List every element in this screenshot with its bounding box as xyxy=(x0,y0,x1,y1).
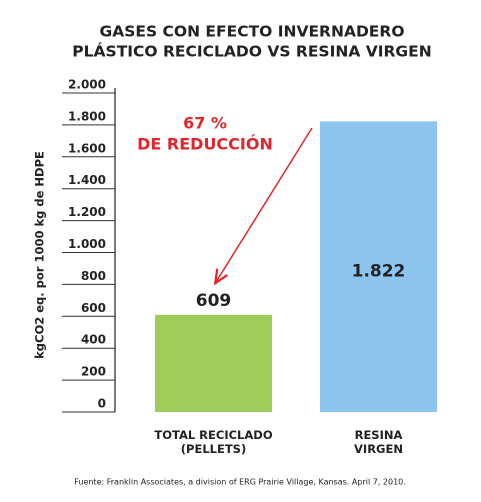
chart-title: PLÁSTICO RECICLADO VS RESINA VIRGEN xyxy=(72,42,431,61)
y-tick-label: 1.200 xyxy=(68,205,106,219)
x-tick-label: TOTAL RECICLADO (PELLETS) xyxy=(154,428,273,456)
y-tick-label: 2.000 xyxy=(68,78,106,92)
y-tick-label: 1.000 xyxy=(68,237,106,251)
y-tick-label: 1.600 xyxy=(68,141,106,155)
value-label: 1.822 xyxy=(352,261,406,281)
source: Fuente: Franklin Associates, a division … xyxy=(74,478,406,487)
x-tick-label: RESINA VIRGEN xyxy=(354,428,403,456)
bar xyxy=(320,121,437,413)
y-tick-label: 1.400 xyxy=(68,173,106,187)
annotation: 67 % xyxy=(183,114,227,133)
annotation: DE REDUCCIÓN xyxy=(137,135,273,154)
y-tick-label: 600 xyxy=(81,301,106,315)
y-tick-label: 400 xyxy=(81,333,106,347)
y-axis-label: kgCO2 eq. por 1000 kg de HDPE xyxy=(33,151,47,359)
arrow xyxy=(216,127,313,282)
bar xyxy=(155,314,272,412)
y-tick-label: 1.800 xyxy=(68,109,106,123)
y-tick-label: 800 xyxy=(81,269,106,283)
value-label: 609 xyxy=(196,291,232,311)
y-tick-label: 200 xyxy=(81,365,106,379)
chart-title: GASES CON EFECTO INVERNADERO xyxy=(99,23,404,41)
y-tick-label: 0 xyxy=(98,397,106,411)
